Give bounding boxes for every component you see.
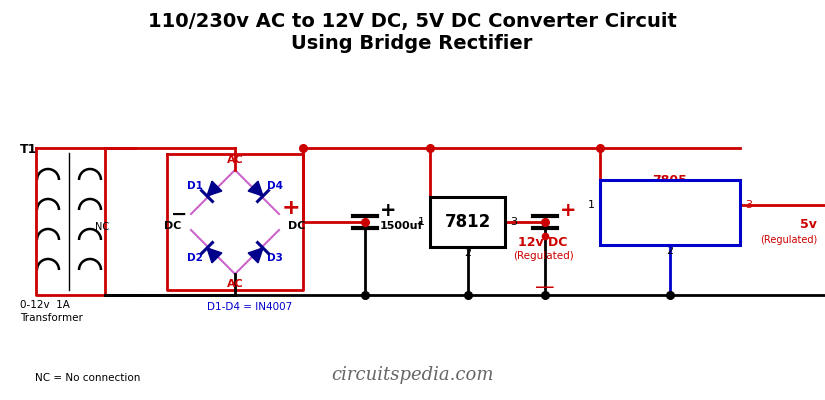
Text: DC: DC [288, 221, 306, 231]
Text: COMMON: COMMON [643, 222, 697, 232]
Text: 3: 3 [510, 217, 517, 227]
Text: D2: D2 [187, 253, 203, 263]
Polygon shape [248, 181, 263, 196]
Text: circuitspedia.com: circuitspedia.com [331, 366, 493, 384]
Text: +: + [560, 200, 577, 220]
Text: 110/230v AC to 12V DC, 5V DC Converter Circuit: 110/230v AC to 12V DC, 5V DC Converter C… [148, 12, 676, 31]
Text: —: — [535, 278, 554, 296]
Text: 1500uf: 1500uf [380, 221, 423, 231]
Text: 1: 1 [588, 200, 595, 210]
Text: 2: 2 [464, 248, 471, 258]
Text: D4: D4 [267, 181, 283, 191]
Text: +: + [380, 200, 397, 220]
Text: AC: AC [227, 279, 243, 289]
Text: D1-D4 = IN4007: D1-D4 = IN4007 [207, 302, 293, 312]
Polygon shape [207, 248, 222, 263]
Text: 1: 1 [418, 217, 425, 227]
Text: AC: AC [227, 155, 243, 165]
Text: Using Bridge Rectifier: Using Bridge Rectifier [291, 34, 533, 53]
Text: 7812: 7812 [445, 213, 491, 231]
Text: −: − [171, 204, 187, 224]
Text: 5v: 5v [800, 218, 817, 231]
Bar [430, 197, 505, 247]
Text: (Regulated): (Regulated) [512, 251, 573, 261]
Text: 0-12v  1A: 0-12v 1A [20, 300, 70, 310]
Text: 3: 3 [745, 200, 752, 210]
Polygon shape [248, 248, 263, 263]
Text: 12v DC: 12v DC [518, 236, 568, 248]
Text: LINE: LINE [610, 190, 636, 200]
Text: NC: NC [95, 222, 109, 232]
Text: (Regulated): (Regulated) [760, 235, 817, 245]
Text: 2: 2 [667, 246, 673, 256]
Text: D1: D1 [187, 181, 203, 191]
Text: D3: D3 [267, 253, 283, 263]
Text: DC: DC [164, 221, 182, 231]
Polygon shape [207, 181, 222, 196]
Text: NC = No connection: NC = No connection [35, 373, 140, 383]
Text: +: + [281, 198, 300, 218]
Bar [600, 180, 740, 245]
Text: VREG: VREG [699, 190, 730, 200]
Text: Transformer: Transformer [20, 313, 83, 323]
Text: VOLTAGE: VOLTAGE [610, 202, 662, 212]
Text: T1: T1 [20, 143, 37, 156]
Text: 7805: 7805 [653, 174, 687, 187]
